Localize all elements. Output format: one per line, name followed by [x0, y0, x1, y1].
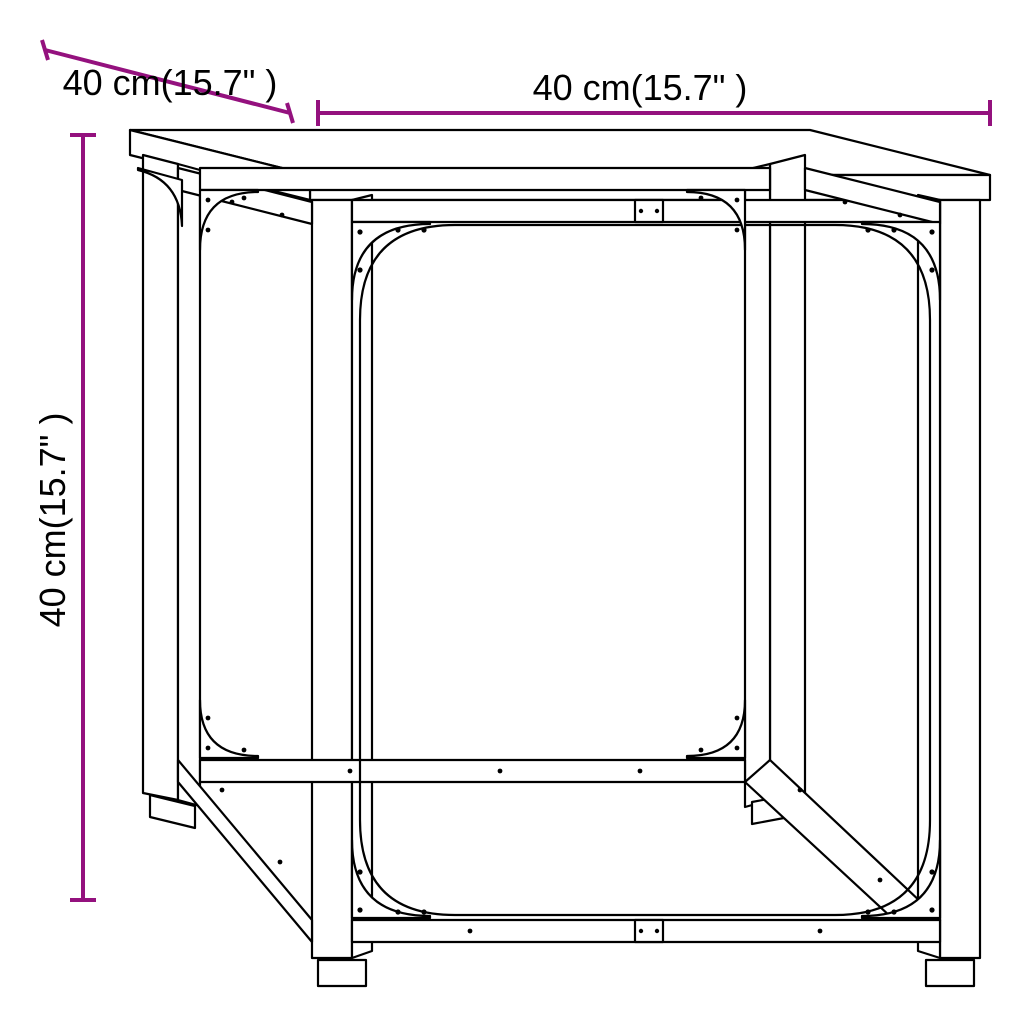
leg-front-left [312, 195, 372, 986]
label-height: 40 cm(15.7" ) [32, 413, 73, 628]
leg-back-right [745, 155, 805, 824]
leg-back-left [143, 155, 200, 828]
label-width: 40 cm(15.7" ) [533, 67, 748, 108]
dim-height [70, 135, 96, 900]
front-opening [360, 225, 930, 915]
top-center-bracket [635, 200, 663, 222]
label-depth: 40 cm(15.7" ) [63, 62, 278, 103]
leg-front-right [918, 195, 980, 986]
bottom-center-bracket [635, 920, 663, 942]
table-drawing [130, 130, 990, 986]
dimensioned-drawing: 40 cm(15.7" ) 40 cm(15.7" ) 40 cm(15.7" … [0, 0, 1024, 1024]
